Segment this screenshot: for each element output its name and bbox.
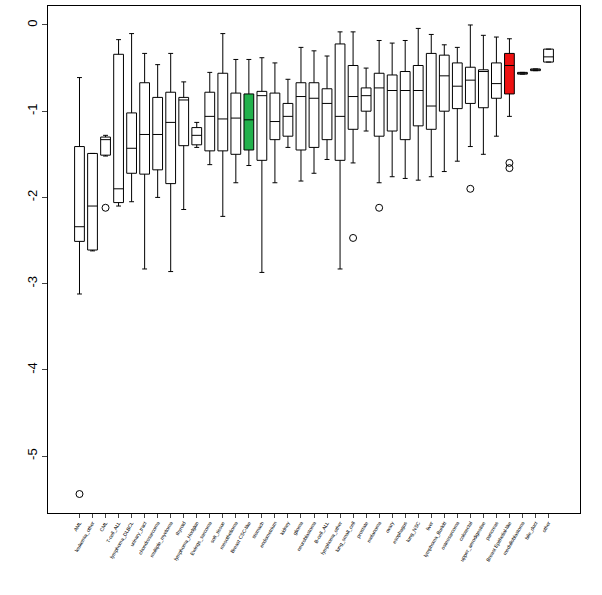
svg-text:pancreas: pancreas: [484, 520, 500, 541]
svg-text:Breast Epithelial-like: Breast Epithelial-like: [485, 520, 513, 562]
svg-text:lymphoma_DLBCL: lymphoma_DLBCL: [108, 520, 134, 560]
svg-text:neuroblastoma: neuroblastoma: [295, 520, 317, 552]
svg-text:thyroid: thyroid: [174, 520, 187, 536]
svg-text:Breast CSC-like: Breast CSC-like: [229, 520, 252, 554]
svg-text:lymphoma_other: lymphoma_other: [319, 520, 343, 556]
svg-text:lymphoma_Hodgkin: lymphoma_Hodgkin: [172, 520, 199, 561]
svg-text:esophagus: esophagus: [391, 520, 409, 545]
svg-text:lung_NSC: lung_NSC: [405, 520, 422, 543]
svg-text:soft_tissue: soft_tissue: [209, 520, 226, 544]
svg-text:other: other: [541, 520, 552, 533]
svg-text:upper_aerodigestive: upper_aerodigestive: [459, 520, 487, 562]
svg-text:AML: AML: [72, 520, 82, 532]
svg-text:endometrium: endometrium: [258, 520, 278, 548]
svg-text:CML: CML: [98, 520, 109, 532]
svg-text:-3: -3: [25, 276, 40, 288]
svg-text:stomach: stomach: [250, 520, 265, 540]
svg-text:lung_small_cell: lung_small_cell: [334, 520, 356, 553]
svg-text:-2: -2: [25, 190, 40, 202]
svg-text:urinary_tract: urinary_tract: [129, 520, 148, 548]
svg-text:multiple_myeloma: multiple_myeloma: [148, 520, 173, 558]
svg-text:melanoma: melanoma: [365, 520, 382, 543]
svg-text:B-cell_ALL: B-cell_ALL: [313, 520, 330, 544]
svg-text:osteosarcoma: osteosarcoma: [439, 520, 460, 550]
svg-text:lymphoma_Burkitt: lymphoma_Burkitt: [422, 520, 448, 558]
svg-text:kidney: kidney: [279, 520, 292, 536]
svg-text:mesothelioma: mesothelioma: [218, 520, 239, 550]
svg-text:-5: -5: [25, 448, 40, 460]
svg-text:prostate: prostate: [355, 520, 369, 539]
svg-text:glioma: glioma: [291, 520, 304, 536]
svg-text:bile_duct: bile_duct: [523, 520, 539, 541]
svg-text:leukemia_other: leukemia_other: [73, 520, 95, 553]
svg-text:colorectal: colorectal: [457, 520, 473, 542]
svg-text:-1: -1: [25, 103, 40, 115]
svg-text:liver: liver: [425, 520, 435, 531]
svg-text:Ewings_sarcoma: Ewings_sarcoma: [189, 520, 213, 556]
svg-text:chondrosarcoma: chondrosarcoma: [137, 520, 161, 555]
svg-text:-4: -4: [25, 362, 40, 374]
svg-text:T-cell_ALL: T-cell_ALL: [105, 520, 122, 544]
svg-text:0: 0: [25, 19, 40, 26]
svg-text:ovary: ovary: [384, 520, 396, 534]
svg-text:medulloblastoma: medulloblastoma: [501, 520, 525, 556]
